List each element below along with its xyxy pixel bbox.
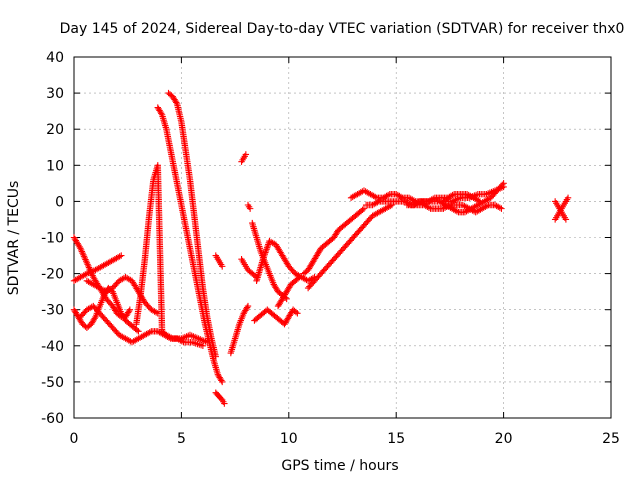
series-arc-m	[238, 151, 250, 165]
series-arc-x	[440, 183, 507, 205]
chart-title: Day 145 of 2024, Sidereal Day-to-day VTE…	[60, 21, 625, 37]
data-point	[126, 306, 134, 313]
y-tick-label: 40	[46, 50, 64, 66]
data-point	[294, 275, 302, 282]
series-arc-c	[70, 284, 142, 335]
y-tick-label: -50	[41, 375, 64, 391]
x-axis-label: GPS time / hours	[281, 458, 398, 474]
data-point	[243, 304, 251, 311]
y-tick-label: -20	[41, 267, 64, 283]
data-point	[359, 206, 366, 214]
data-point	[360, 205, 368, 212]
series-arc-s	[300, 205, 368, 277]
y-tick-label: 30	[46, 86, 64, 102]
data-point	[294, 310, 301, 317]
data-point	[212, 353, 219, 360]
data-point	[219, 378, 226, 386]
y-tick-label: 20	[46, 122, 64, 138]
series-arc-n	[244, 201, 254, 212]
x-tick-label: 15	[387, 431, 405, 447]
data-point	[292, 308, 300, 316]
data-point	[173, 99, 180, 106]
data-point	[118, 252, 125, 259]
data-point	[244, 302, 252, 310]
data-point	[199, 342, 207, 349]
data-point	[158, 110, 165, 117]
series-arc-k	[227, 302, 252, 357]
y-tick-label: -60	[41, 411, 64, 427]
axis-ticks	[73, 56, 612, 419]
y-tick-label: 0	[55, 194, 64, 210]
data-point	[296, 274, 303, 281]
series-arc-g	[154, 104, 226, 386]
y-axis-label: SDTVAR / TECUs	[6, 181, 22, 296]
data-point	[246, 205, 254, 212]
data-points	[70, 89, 572, 407]
y-tick-label: -10	[41, 231, 64, 247]
series-arc-j	[212, 252, 226, 270]
data-point	[125, 307, 133, 315]
series-arc-b	[70, 252, 125, 285]
data-point	[135, 328, 142, 335]
series-arc-p	[251, 306, 301, 328]
data-point	[564, 194, 572, 201]
y-tick-label: -40	[41, 339, 64, 355]
series-arc-i	[212, 389, 228, 407]
series-arc-t	[304, 201, 396, 292]
y-tick-label: -30	[41, 303, 64, 319]
x-tick-label: 20	[495, 431, 513, 447]
x-tick-label: 0	[70, 431, 79, 447]
gridlines	[74, 57, 611, 418]
x-tick-label: 10	[280, 431, 298, 447]
series-arc-z	[551, 194, 572, 223]
data-point	[242, 151, 250, 158]
data-point	[218, 377, 225, 384]
series-arc-f	[133, 162, 211, 346]
data-point	[219, 263, 226, 270]
y-tick-label: 10	[46, 158, 64, 174]
data-point	[91, 315, 98, 322]
x-tick-labels: 0 5 10 15 20 25	[70, 431, 620, 447]
x-tick-label: 25	[602, 431, 620, 447]
data-point	[498, 205, 505, 212]
series-arc-h	[165, 89, 219, 360]
data-point	[221, 400, 228, 407]
series-arc-r	[274, 274, 303, 310]
series-arc-q	[253, 237, 318, 285]
x-tick-label: 5	[177, 431, 186, 447]
data-point	[500, 183, 507, 191]
data-point	[562, 216, 570, 223]
y-tick-labels: -60 -50 -40 -30 -20 -10 0 10 20 30 40	[41, 50, 64, 427]
data-point	[133, 326, 141, 334]
